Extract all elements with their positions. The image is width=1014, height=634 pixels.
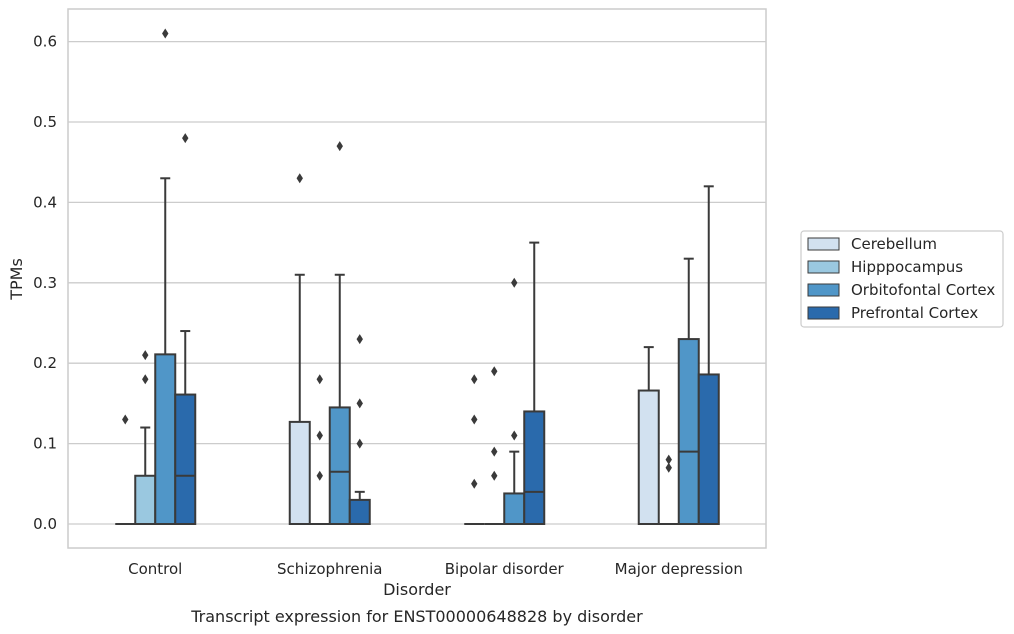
legend-swatch	[807, 283, 840, 297]
y-tick-label: 0.5	[33, 113, 57, 131]
box-body	[328, 406, 351, 526]
y-tick-label: 0.3	[33, 274, 57, 292]
box-prefrontal-cortex	[174, 133, 197, 525]
legend-item: Cerebellum	[807, 235, 937, 253]
y-tick-label: 0.4	[33, 193, 57, 211]
box-orbitofontal-cortex	[677, 257, 700, 525]
outlier-point	[316, 430, 323, 441]
box-body	[523, 410, 546, 525]
x-tick-label: Major depression	[615, 560, 743, 578]
outlier-point	[665, 454, 672, 465]
legend-label: Cerebellum	[851, 235, 937, 253]
y-axis-label: TPMs	[7, 258, 26, 301]
outlier-point	[511, 430, 518, 441]
outlier-point	[471, 374, 478, 385]
box-plot-area	[115, 28, 720, 526]
legend-frame	[800, 230, 1004, 328]
outlier-point	[491, 366, 498, 377]
outlier-point	[356, 438, 363, 449]
box-orbitofontal-cortex	[503, 277, 526, 525]
x-tick-label: Control	[128, 560, 182, 578]
box-body	[288, 420, 311, 525]
box-hipppocampus	[134, 350, 157, 526]
x-tick-label: Schizophrenia	[277, 560, 382, 578]
outlier-point	[356, 334, 363, 345]
outlier-point	[491, 470, 498, 481]
box-cerebellum	[637, 346, 660, 526]
legend-swatch	[807, 260, 840, 274]
box-body	[154, 353, 177, 525]
box-hipppocampus	[658, 454, 679, 525]
legend-label: Hipppocampus	[851, 258, 963, 276]
box-body	[348, 498, 371, 526]
box-cerebellum	[288, 173, 311, 525]
x-axis-ticks: Control Schizophrenia Bipolar disorder Majo…	[128, 560, 743, 578]
outlier-point	[491, 446, 498, 457]
legend-label: Prefrontal Cortex	[851, 304, 978, 322]
outlier-point	[316, 374, 323, 385]
box-cerebellum	[464, 374, 485, 525]
y-tick-label: 0.2	[33, 354, 57, 372]
outlier-point	[471, 414, 478, 425]
outlier-point	[142, 350, 149, 361]
legend-item: Prefrontal Cortex	[807, 304, 978, 322]
y-tick-label: 0.6	[33, 33, 57, 51]
outlier-point	[665, 462, 672, 473]
outlier-point	[471, 478, 478, 489]
chart-caption: Transcript expression for ENST0000064882…	[190, 607, 643, 626]
box-cerebellum	[115, 414, 136, 525]
box-body	[174, 393, 197, 525]
y-axis-ticks: 0.0 0.1 0.2 0.3 0.4 0.5 0.6	[33, 33, 57, 533]
outlier-point	[296, 173, 303, 184]
outlier-point	[511, 277, 518, 288]
box-hipppocampus	[309, 374, 330, 525]
box-body	[697, 373, 720, 525]
outlier-point	[162, 28, 169, 39]
outlier-point	[316, 470, 323, 481]
legend-label: Orbitofontal Cortex	[851, 281, 995, 299]
legend-item: Hipppocampus	[807, 258, 963, 276]
outlier-point	[356, 398, 363, 409]
outlier-point	[182, 133, 189, 144]
box-body	[677, 338, 700, 525]
box-body	[134, 474, 157, 526]
x-axis-label: Disorder	[383, 580, 451, 599]
legend-swatch	[807, 306, 840, 320]
box-orbitofontal-cortex	[328, 141, 351, 526]
outlier-point	[122, 414, 129, 425]
x-tick-label: Bipolar disorder	[445, 560, 565, 578]
box-prefrontal-cortex	[697, 185, 720, 525]
outlier-point	[142, 374, 149, 385]
legend-swatch	[807, 237, 840, 251]
legend-item: Orbitofontal Cortex	[807, 281, 995, 299]
outlier-point	[336, 141, 343, 152]
y-tick-label: 0.0	[33, 515, 57, 533]
legend: Cerebellum Hipppocampus Orbitofontal Corte…	[800, 230, 1004, 328]
box-hipppocampus	[484, 366, 505, 525]
box-orbitofontal-cortex	[154, 28, 177, 525]
box-body	[503, 492, 526, 525]
plot-frame	[67, 8, 767, 549]
box-prefrontal-cortex	[523, 241, 546, 525]
box-body	[637, 389, 660, 526]
box-prefrontal-cortex	[348, 334, 371, 526]
y-tick-label: 0.1	[33, 435, 57, 453]
